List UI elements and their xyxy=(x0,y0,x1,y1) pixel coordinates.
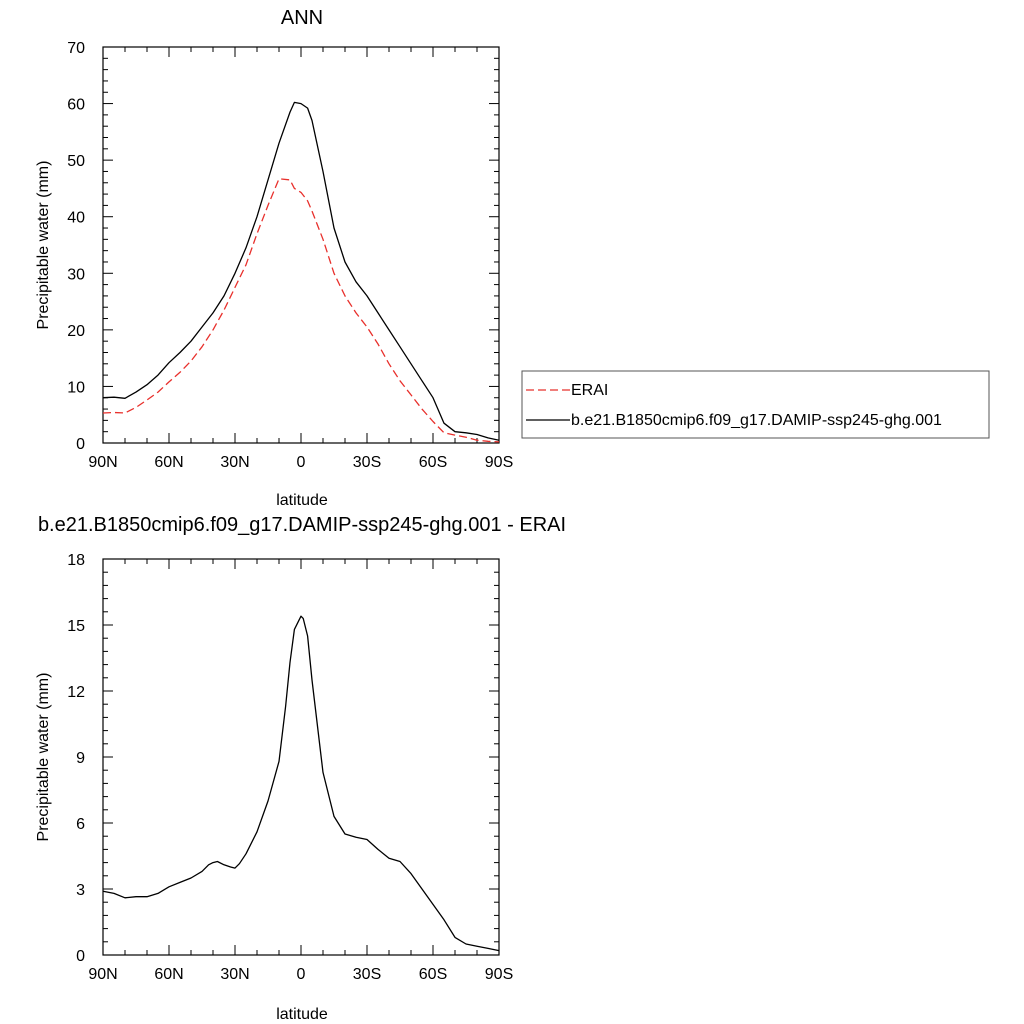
legend: ERAI b.e21.B1850cmip6.f09_g17.DAMIP-ssp2… xyxy=(521,370,990,439)
y-tick-label: 9 xyxy=(76,750,85,767)
y-tick-label: 0 xyxy=(76,436,85,453)
y-tick-label: 50 xyxy=(67,153,85,170)
x-tick-label: 90S xyxy=(485,966,513,983)
x-tick-label: 90N xyxy=(88,454,117,471)
plot-frame xyxy=(102,46,500,444)
y-tick-label: 30 xyxy=(67,266,85,283)
x-tick-label: 60S xyxy=(419,966,447,983)
axis-ticks: 90N 60N 30N 0 30S 60S 90S 0 3 6 9 12 15 18 xyxy=(67,552,513,983)
x-tick-label: 90N xyxy=(88,966,117,983)
y-tick-label: 20 xyxy=(67,323,85,340)
legend-box xyxy=(521,370,990,439)
y-tick-label: 0 xyxy=(76,948,85,965)
y-tick-label: 10 xyxy=(67,379,85,396)
y-tick-label: 60 xyxy=(67,97,85,114)
x-tick-label: 0 xyxy=(297,966,306,983)
x-axis-label: latitude xyxy=(276,1006,328,1023)
axis-ticks: 90N 60N 30N 0 30S 60S 90S 0 10 20 30 40 50 60 70 xyxy=(67,40,513,471)
x-tick-label: 30S xyxy=(353,454,381,471)
y-tick-label: 3 xyxy=(76,882,85,899)
series-line-b-e21-b1850cmip6-f09-g17-damip-ssp245-ghg-001 xyxy=(102,101,500,441)
chart-title: ANN xyxy=(281,7,323,29)
plot-frame xyxy=(102,558,500,956)
y-tick-label: 12 xyxy=(67,684,85,701)
legend-entry-erai: ERAI xyxy=(571,382,608,399)
x-tick-label: 60N xyxy=(154,454,183,471)
legend-entry-model: b.e21.B1850cmip6.f09_g17.DAMIP-ssp245-gh… xyxy=(571,412,942,429)
x-tick-label: 30N xyxy=(220,966,249,983)
x-tick-label: 90S xyxy=(485,454,513,471)
y-tick-label: 70 xyxy=(67,40,85,57)
y-axis-label: Precipitable water (mm) xyxy=(35,673,52,842)
series-line-difference xyxy=(102,615,500,952)
series-group xyxy=(102,615,500,952)
x-tick-label: 30N xyxy=(220,454,249,471)
y-tick-label: 18 xyxy=(67,552,85,569)
x-tick-label: 60N xyxy=(154,966,183,983)
series-group xyxy=(102,101,500,443)
y-tick-label: 40 xyxy=(67,210,85,227)
x-tick-label: 30S xyxy=(353,966,381,983)
x-tick-label: 60S xyxy=(419,454,447,471)
y-axis-label: Precipitable water (mm) xyxy=(35,161,52,330)
panel-difference: b.e21.B1850cmip6.f09_g17.DAMIP-ssp245-gh… xyxy=(35,514,566,1023)
y-tick-label: 6 xyxy=(76,816,85,833)
panel-ann: ANN 90N 60N 30N 0 30S 60S 90S 0 10 20 30 40 50 60 70 l… xyxy=(35,7,513,509)
chart-title: b.e21.B1850cmip6.f09_g17.DAMIP-ssp245-gh… xyxy=(38,514,566,536)
x-tick-label: 0 xyxy=(297,454,306,471)
y-tick-label: 15 xyxy=(67,618,85,635)
x-axis-label: latitude xyxy=(276,492,328,509)
series-line-erai xyxy=(102,178,500,443)
